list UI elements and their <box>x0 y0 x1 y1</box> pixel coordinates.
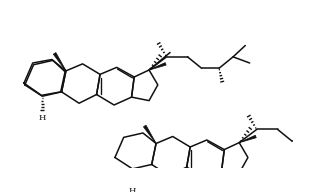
Polygon shape <box>149 63 166 70</box>
Polygon shape <box>143 125 156 144</box>
Text: H: H <box>129 187 136 192</box>
Polygon shape <box>239 135 256 143</box>
Polygon shape <box>53 53 66 71</box>
Text: H: H <box>38 114 46 122</box>
